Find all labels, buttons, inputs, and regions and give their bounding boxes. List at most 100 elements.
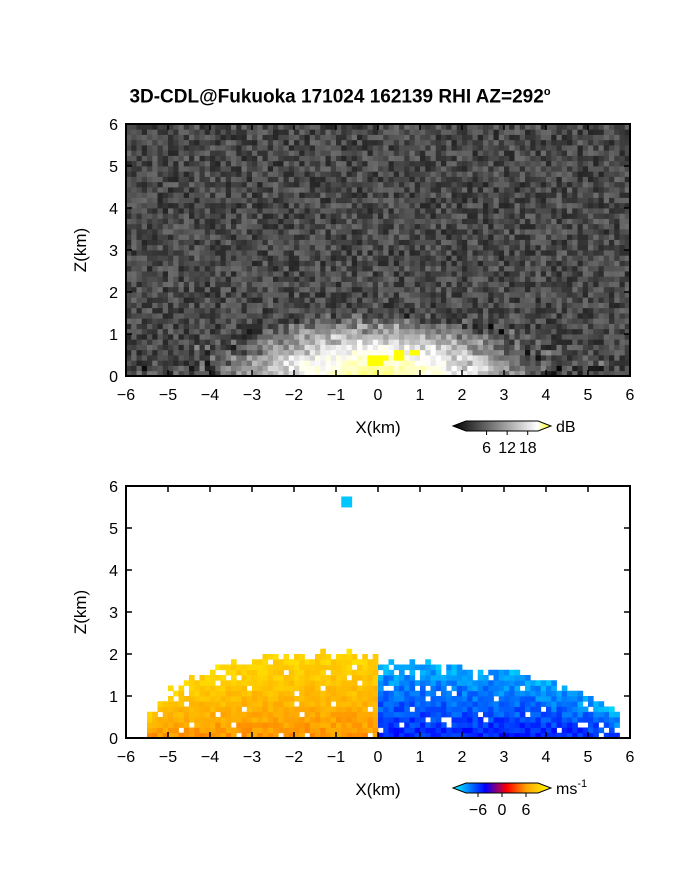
heatmap-cell: [241, 166, 248, 172]
heatmap-cell: [199, 229, 206, 235]
heatmap-cell: [404, 208, 410, 214]
heatmap-cell: [215, 129, 221, 135]
heatmap-cell: [241, 124, 248, 130]
heatmap-cell: [141, 223, 148, 230]
heatmap-cell: [378, 134, 384, 141]
heatmap-cell: [357, 155, 363, 162]
heatmap-cell: [288, 727, 295, 734]
heatmap-cell: [378, 181, 384, 188]
heatmap-cell: [372, 297, 379, 303]
heatmap-cell: [582, 234, 589, 240]
heatmap-cell: [157, 234, 164, 240]
heatmap-cell: [598, 192, 605, 198]
heatmap-cell: [425, 722, 431, 728]
heatmap-cell: [351, 229, 358, 235]
heatmap-cell: [567, 349, 573, 356]
heatmap-cell: [483, 365, 489, 372]
heatmap-cell: [231, 218, 237, 225]
heatmap-cell: [346, 339, 353, 345]
heatmap-cell: [535, 265, 542, 272]
heatmap-cell: [325, 318, 332, 324]
heatmap-cell: [509, 145, 515, 151]
heatmap-cell: [393, 297, 400, 303]
heatmap-cell: [493, 302, 500, 309]
heatmap-cell: [509, 344, 515, 351]
heatmap-cell: [430, 150, 437, 156]
heatmap-cell: [477, 722, 484, 728]
heatmap-cell: [388, 213, 395, 219]
heatmap-cell: [488, 297, 494, 303]
heatmap-cell: [588, 239, 594, 246]
heatmap-cell: [467, 328, 473, 335]
heatmap-cell: [525, 192, 531, 198]
heatmap-cell: [388, 313, 395, 319]
heatmap-cell: [404, 360, 410, 366]
heatmap-cell: [147, 239, 153, 246]
heatmap-cell: [624, 197, 631, 204]
heatmap-cell: [283, 732, 290, 739]
heatmap-cell: [488, 727, 494, 734]
heatmap-cell: [346, 181, 353, 188]
heatmap-cell: [357, 276, 363, 282]
heatmap-cell: [467, 339, 473, 345]
heatmap-cell: [577, 323, 584, 330]
heatmap-cell: [362, 349, 368, 356]
heatmap-cell: [178, 286, 185, 293]
heatmap-cell: [162, 145, 169, 151]
heatmap-cell: [204, 197, 211, 204]
heatmap-cell: [624, 176, 631, 183]
heatmap-cell: [383, 344, 389, 351]
heatmap-cell: [183, 323, 190, 330]
heatmap-cell: [619, 255, 626, 261]
heatmap-cell: [168, 171, 174, 177]
heatmap-cell: [283, 229, 290, 235]
heatmap-cell: [325, 150, 332, 156]
heatmap-cell: [236, 160, 242, 167]
heatmap-cell: [530, 202, 536, 209]
heatmap-cell: [467, 166, 473, 172]
heatmap-cell: [509, 370, 515, 377]
heatmap-cell: [446, 160, 452, 167]
heatmap-cell: [267, 323, 274, 330]
heatmap-cell: [420, 307, 426, 314]
heatmap-cell: [498, 134, 505, 141]
heatmap-cell: [341, 197, 347, 204]
heatmap-cell: [456, 323, 463, 330]
heatmap-cell: [267, 234, 274, 240]
heatmap-cell: [577, 250, 584, 256]
heatmap-cell: [278, 717, 284, 723]
heatmap-cell: [509, 276, 515, 282]
heatmap-cell: [519, 313, 526, 319]
heatmap-cell: [467, 202, 473, 209]
heatmap-cell: [178, 370, 185, 377]
heatmap-cell: [267, 208, 274, 214]
heatmap-cell: [262, 208, 269, 214]
heatmap-cell: [378, 213, 384, 219]
heatmap-cell: [462, 223, 468, 230]
heatmap-cell: [399, 129, 405, 135]
heatmap-cell: [425, 155, 431, 162]
heatmap-cell: [147, 365, 153, 372]
heatmap-cell: [609, 365, 615, 372]
heatmap-cell: [435, 139, 442, 146]
heatmap-cell: [131, 155, 137, 162]
heatmap-cell: [561, 302, 568, 309]
heatmap-cell: [341, 218, 347, 225]
heatmap-cell: [351, 307, 358, 314]
heatmap-cell: [561, 129, 568, 135]
heatmap-cell: [619, 370, 626, 377]
heatmap-cell: [241, 250, 248, 256]
heatmap-cell: [535, 370, 542, 377]
heatmap-cell: [519, 192, 526, 198]
heatmap-cell: [336, 223, 342, 230]
heatmap-cell: [320, 355, 326, 361]
heatmap-cell: [288, 323, 295, 330]
heatmap-cell: [567, 239, 573, 246]
heatmap-cell: [420, 129, 426, 135]
heatmap-cell: [530, 365, 536, 372]
heatmap-cell: [483, 134, 489, 141]
heatmap-cell: [467, 192, 473, 198]
heatmap-cell: [577, 166, 584, 172]
heatmap-cell: [551, 313, 557, 319]
heatmap-cell: [446, 208, 452, 214]
